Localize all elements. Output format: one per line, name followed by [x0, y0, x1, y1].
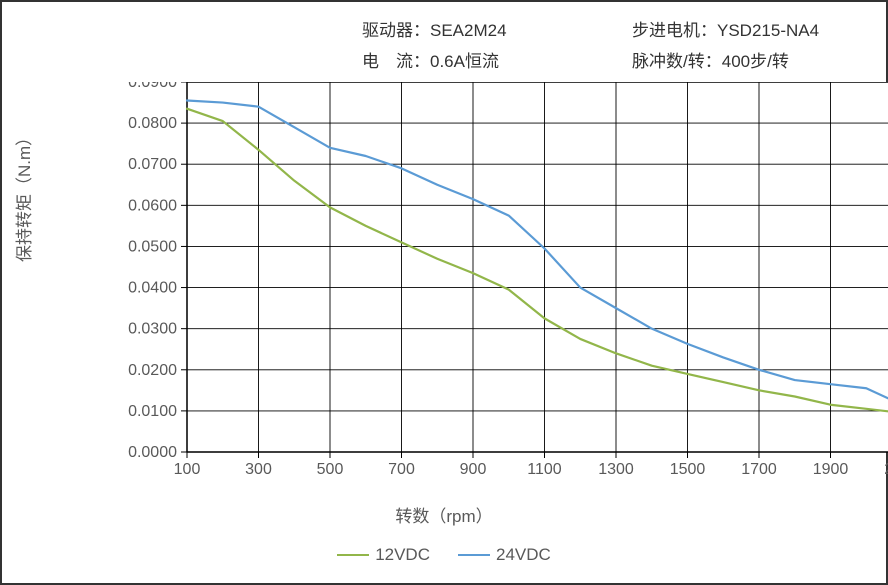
chart-svg: 100 300 500 700 900 1100 1300 1500 1700 1900 2100 0… [117, 82, 888, 492]
current-label: 电 流： [362, 52, 430, 71]
driver-value: SEA2M24 [430, 21, 507, 40]
x-axis-label: 转数（rpm） [2, 502, 886, 527]
legend-label-12v: 12VDC [375, 545, 430, 565]
legend-label-24v: 24VDC [496, 545, 551, 565]
chart-container: 驱动器：SEA2M24 步进电机：YSD215-NA4 电 流：0.6A恒流 脉… [0, 0, 888, 585]
svg-text:1700: 1700 [741, 461, 777, 478]
svg-text:900: 900 [460, 461, 487, 478]
pulse-label: 脉冲数/转： [632, 52, 722, 71]
svg-text:1900: 1900 [813, 461, 849, 478]
legend-line-icon [458, 554, 490, 557]
plot-area: 1003005007009001100130015001700190021000… [117, 82, 832, 452]
motor-label: 步进电机： [632, 21, 717, 40]
svg-text:1100: 1100 [527, 461, 562, 478]
y-axis-label: 保持转矩（N.m） [10, 129, 35, 262]
svg-text:300: 300 [245, 461, 272, 478]
svg-text:0.0000: 0.0000 [128, 444, 177, 461]
legend-line-icon [337, 554, 369, 557]
svg-text:500: 500 [317, 461, 344, 478]
svg-text:0.0300: 0.0300 [128, 321, 177, 338]
svg-text:2100: 2100 [884, 461, 888, 478]
legend: 12VDC 24VDC [2, 545, 886, 565]
chart-header: 驱动器：SEA2M24 步进电机：YSD215-NA4 电 流：0.6A恒流 脉… [362, 16, 866, 78]
svg-text:1300: 1300 [598, 461, 634, 478]
motor-value: YSD215-NA4 [717, 21, 819, 40]
svg-text:0.0600: 0.0600 [128, 197, 177, 214]
svg-text:0.0700: 0.0700 [128, 156, 177, 173]
svg-text:0.0500: 0.0500 [128, 238, 177, 255]
svg-text:1500: 1500 [670, 461, 706, 478]
pulse-value: 400步/转 [722, 52, 789, 71]
svg-text:0.0400: 0.0400 [128, 280, 177, 297]
svg-text:0.0100: 0.0100 [128, 403, 177, 420]
svg-text:0.0900: 0.0900 [128, 82, 177, 91]
legend-item-12v: 12VDC [337, 545, 430, 565]
svg-text:0.0200: 0.0200 [128, 362, 177, 379]
current-value: 0.6A恒流 [430, 52, 499, 71]
svg-text:700: 700 [388, 461, 415, 478]
legend-item-24v: 24VDC [458, 545, 551, 565]
svg-text:100: 100 [174, 461, 201, 478]
svg-text:0.0800: 0.0800 [128, 115, 177, 132]
driver-label: 驱动器： [362, 21, 430, 40]
